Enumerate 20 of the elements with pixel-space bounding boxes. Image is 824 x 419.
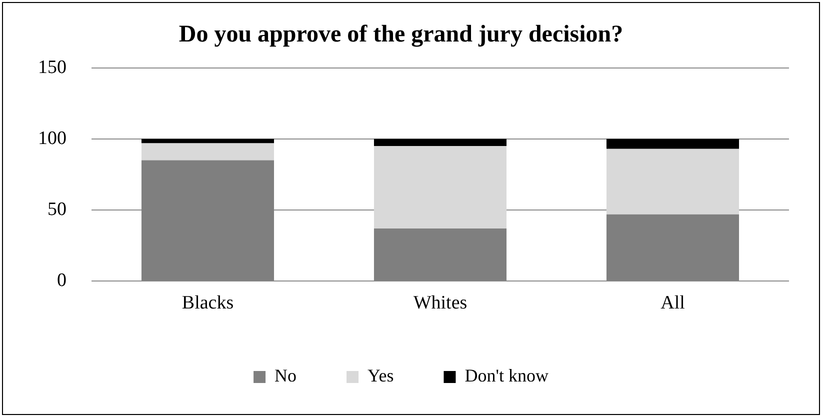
legend-label: No <box>274 366 297 386</box>
bar <box>141 143 274 160</box>
legend-label: Don't know <box>464 366 548 386</box>
bar <box>606 148 740 214</box>
y-tick-label: 50 <box>48 199 66 220</box>
y-tick-label: 0 <box>57 270 66 292</box>
x-tick-label: Whites <box>413 292 468 314</box>
chart-title: Do you approve of the grand jury decision? <box>178 22 624 48</box>
bar <box>606 214 740 281</box>
bar <box>141 160 274 281</box>
y-tick-label: 100 <box>38 128 66 149</box>
y-tick-label: 150 <box>38 56 66 78</box>
bar <box>374 146 507 229</box>
bar <box>374 138 507 146</box>
x-tick-label: All <box>660 292 685 314</box>
x-tick-label: Blacks <box>182 292 234 314</box>
bar <box>606 138 740 149</box>
legend-label: Yes <box>368 366 394 386</box>
bar <box>374 228 507 281</box>
bar <box>141 138 274 144</box>
